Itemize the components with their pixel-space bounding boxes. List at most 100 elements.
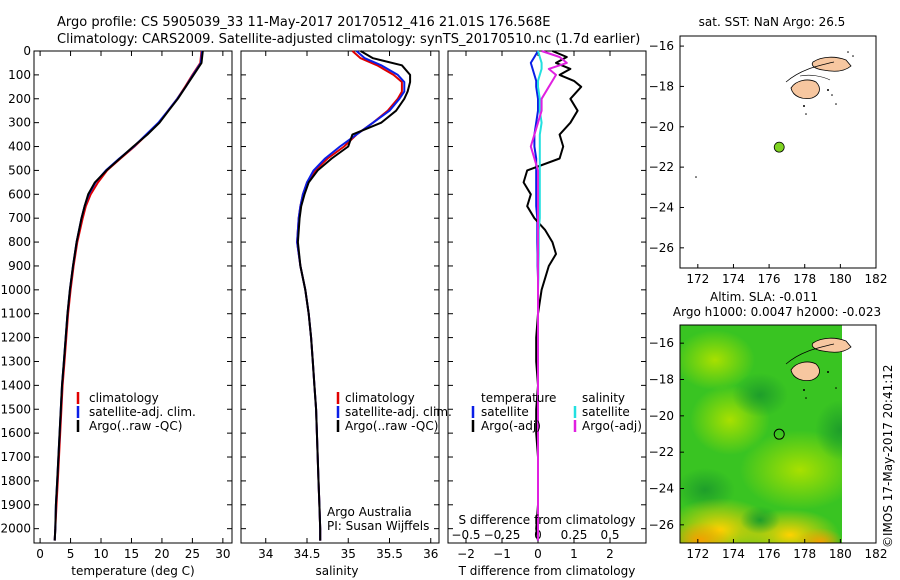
x-tick-label: 15 [124, 547, 139, 561]
y-tick-label: 1200 [0, 331, 31, 345]
series-line-temperature-argo-adj [522, 50, 583, 541]
legend-label-climatology: climatology [89, 391, 159, 405]
legend-label-t-argo: Argo(-adj) [481, 419, 541, 433]
y-tick-label: 1700 [0, 450, 31, 464]
fiji-islands-outline [695, 51, 854, 178]
y-tick-label: 0 [23, 44, 31, 58]
map-y-tick-label: −20 [649, 409, 674, 423]
difference-series [522, 50, 583, 541]
map-x-tick-label: 178 [793, 547, 816, 561]
map-y-tick-label: −26 [649, 518, 674, 532]
y-tick-label: 1600 [0, 426, 31, 440]
x-tick-label: 25 [185, 547, 200, 561]
y-tick-label: 300 [8, 116, 31, 130]
fiji-islands-outline [785, 337, 852, 399]
difference-xlabel: T difference from climatology [458, 564, 636, 578]
sla-map-title-line1: Altim. SLA: -0.011 [710, 290, 818, 304]
temperature-panel: 0 5 10 15 20 25 30 0 100 200 300 400 500 600 700 800 90… [0, 44, 233, 578]
difference-legend: temperature salinity satellite Argo(-adj… [471, 391, 642, 433]
temperature-y-ticks: 0 100 200 300 400 500 600 700 800 900 1000 1100 1200… [0, 44, 232, 536]
annotation-pi: PI: Susan Wijffels [327, 519, 429, 533]
x-tick-label: 2 [606, 547, 614, 561]
y-tick-label: 1900 [0, 498, 31, 512]
map-x-tick-label: 180 [829, 272, 852, 286]
map-y-tick-label: −18 [649, 373, 674, 387]
map-x-tick-label: 180 [829, 547, 852, 561]
x-tick-label: 20 [154, 547, 169, 561]
difference-axes-box [447, 50, 647, 544]
salinity-xlabel: salinity [315, 564, 358, 578]
s-tick-label: −0.25 [484, 528, 521, 542]
y-tick-label: 700 [8, 211, 31, 225]
legend-label-climatology: climatology [345, 391, 415, 405]
map-y-tick-label: −24 [649, 200, 674, 214]
sla-map-float-marker [773, 428, 785, 440]
y-tick-label: 2000 [0, 522, 31, 536]
x-tick-label: 30 [215, 547, 230, 561]
y-tick-label: 900 [8, 259, 31, 273]
y-tick-label: 1800 [0, 474, 31, 488]
map-y-tick-label: −24 [649, 482, 674, 496]
difference-panel: −2 −1 0 1 2 −0.5 −0.25 0 0.25 0.5 S difference f… [447, 50, 647, 578]
map-y-tick-label: −22 [649, 445, 674, 459]
difference-x-ticks: −2 −1 0 1 2 [457, 51, 614, 561]
temperature-series [53, 50, 204, 541]
map-y-tick-label: −16 [649, 336, 674, 350]
y-tick-label: 200 [8, 92, 31, 106]
x-tick-label: 1 [570, 547, 578, 561]
sla-map-frame [679, 324, 877, 544]
series-line-climatology [296, 50, 403, 541]
salinity-panel: 34 34.5 35 35.5 36 salinity climatology sate… [240, 50, 452, 578]
map-x-tick-label: 182 [865, 272, 888, 286]
salinity-series [296, 50, 412, 541]
s-tick-label: 0.5 [600, 528, 619, 542]
y-tick-label: 800 [8, 235, 31, 249]
y-tick-label: 100 [8, 68, 31, 82]
series-line-argo-raw-qc [53, 50, 204, 541]
series-line-salinity-argo-adj [529, 50, 568, 541]
sst-map-title: sat. SST: NaN Argo: 26.5 [699, 15, 846, 29]
figure-title-line2: Climatology: CARS2009. Satellite-adjuste… [57, 32, 640, 47]
s-tick-label: −0.5 [451, 528, 480, 542]
y-tick-label: 1500 [0, 402, 31, 416]
x-tick-label: 35.5 [376, 547, 403, 561]
legend-label-argo: Argo(..raw -QC) [89, 419, 182, 433]
map-x-tick-label: 176 [758, 272, 781, 286]
salinity-y-ticks [241, 50, 439, 530]
y-tick-label: 600 [8, 187, 31, 201]
map-x-tick-label: 176 [758, 547, 781, 561]
legend-label-satellite: satellite-adj. clim. [345, 405, 452, 419]
series-line-satellite-adj-clim [53, 50, 204, 541]
x-tick-label: −2 [457, 547, 475, 561]
x-tick-label: 0 [534, 547, 542, 561]
map-y-tick-label: −22 [649, 160, 674, 174]
map-x-tick-label: 172 [686, 547, 709, 561]
x-tick-label: 10 [93, 547, 108, 561]
map-y-tick-label: −26 [649, 241, 674, 255]
y-tick-label: 1300 [0, 354, 31, 368]
figure-title-line1: Argo profile: CS 5905039_33 11-May-2017 … [57, 15, 550, 30]
x-tick-label: 0 [36, 547, 44, 561]
series-line-argo-raw-qc [296, 50, 412, 541]
difference-top-label: S difference from climatology [459, 513, 636, 527]
x-tick-label: 35 [341, 547, 356, 561]
x-tick-label: −1 [493, 547, 511, 561]
x-tick-label: 36 [423, 547, 438, 561]
map-y-tick-label: −16 [649, 39, 674, 53]
sst-map-panel: sat. SST: NaN Argo: 26.5 172 174 176 178 180… [649, 15, 888, 286]
legend-header-salinity: salinity [582, 391, 625, 405]
legend-header-temperature: temperature [481, 391, 556, 405]
map-x-tick-label: 172 [686, 272, 709, 286]
legend-label-s-satellite: satellite [582, 405, 630, 419]
y-tick-label: 1000 [0, 283, 31, 297]
sla-map-axes: 172 174 176 178 180 182 −16 −18 −20 −22 −24 −26 [649, 336, 888, 561]
y-tick-label: 1400 [0, 378, 31, 392]
series-line-satellite-adj-clim [296, 50, 406, 541]
map-x-tick-label: 178 [793, 272, 816, 286]
s-tick-label: 0.25 [561, 528, 588, 542]
legend-label-s-argo: Argo(-adj) [582, 419, 642, 433]
difference-y-ticks [448, 50, 646, 530]
x-tick-label: 34.5 [294, 547, 321, 561]
legend-label-argo: Argo(..raw -QC) [345, 419, 438, 433]
